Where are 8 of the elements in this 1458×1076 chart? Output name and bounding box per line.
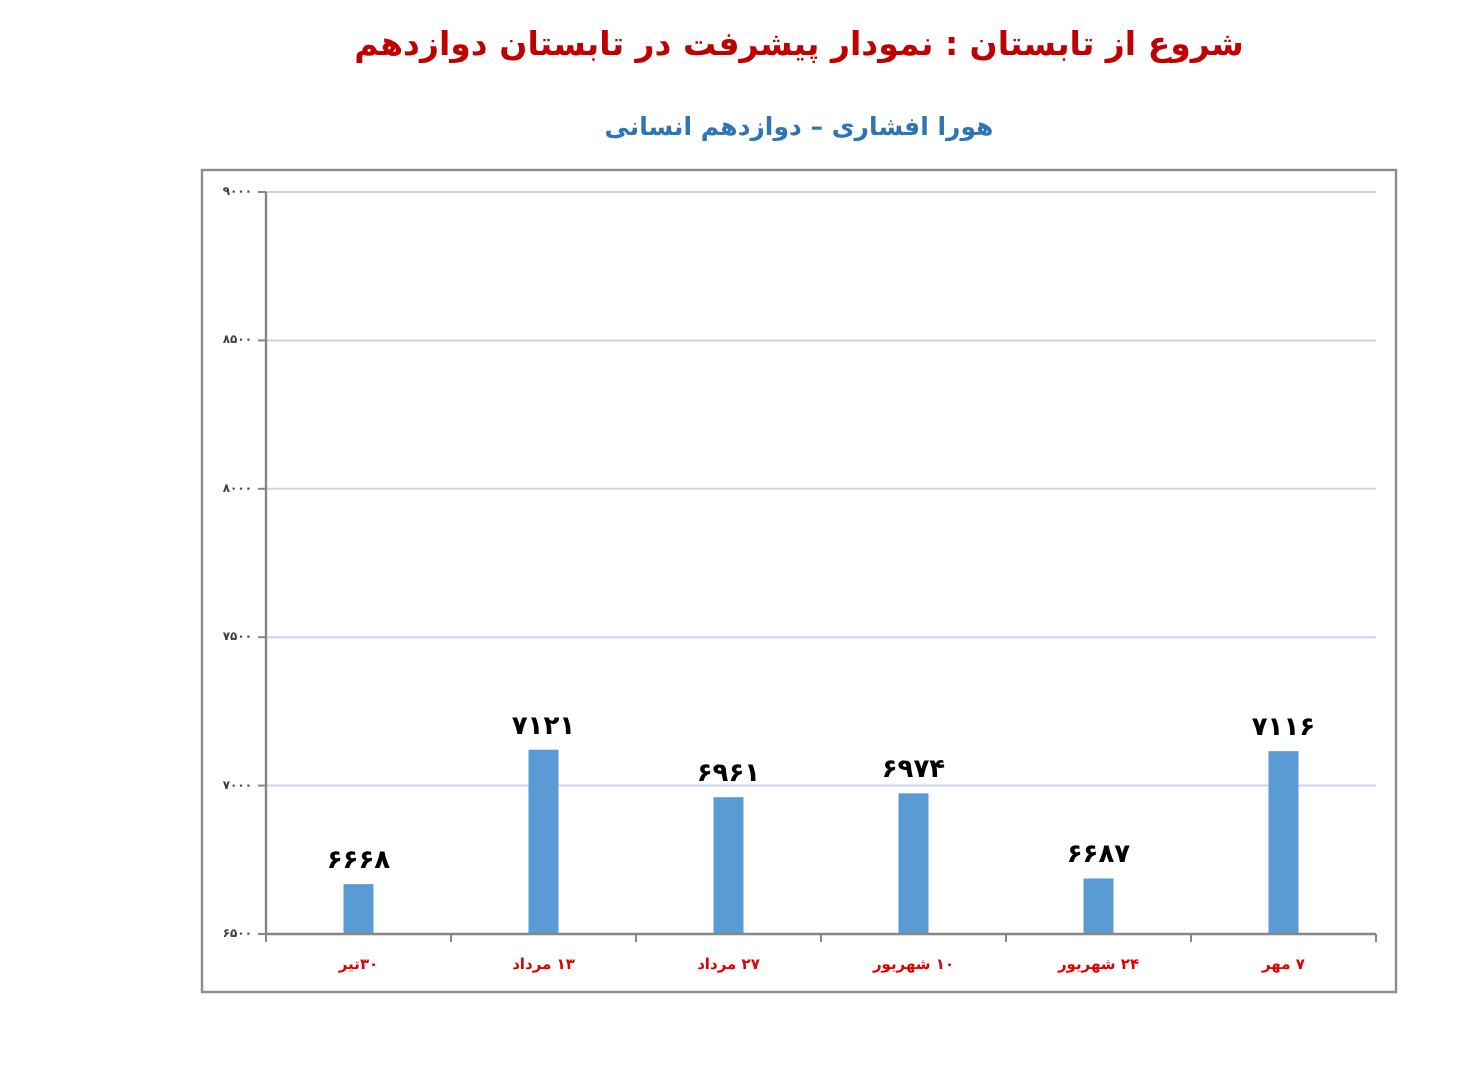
data-label: ۶۹۶۱ xyxy=(696,759,761,790)
data-label: ۶۹۷۴ xyxy=(881,755,946,786)
data-label: ۷۱۱۶ xyxy=(1251,713,1316,744)
chart-subtitle: هورا افشاری – دوازدهم انسانی xyxy=(604,111,994,143)
chart-title: شروع از تابستان : نمودار پیشرفت در تابستان دوازدهم xyxy=(354,25,1244,65)
data-label: ۶۶۸۷ xyxy=(1066,840,1131,871)
data-label: ۶۶۶۸ xyxy=(326,846,391,877)
data-label: ۷۱۲۱ xyxy=(511,711,576,742)
